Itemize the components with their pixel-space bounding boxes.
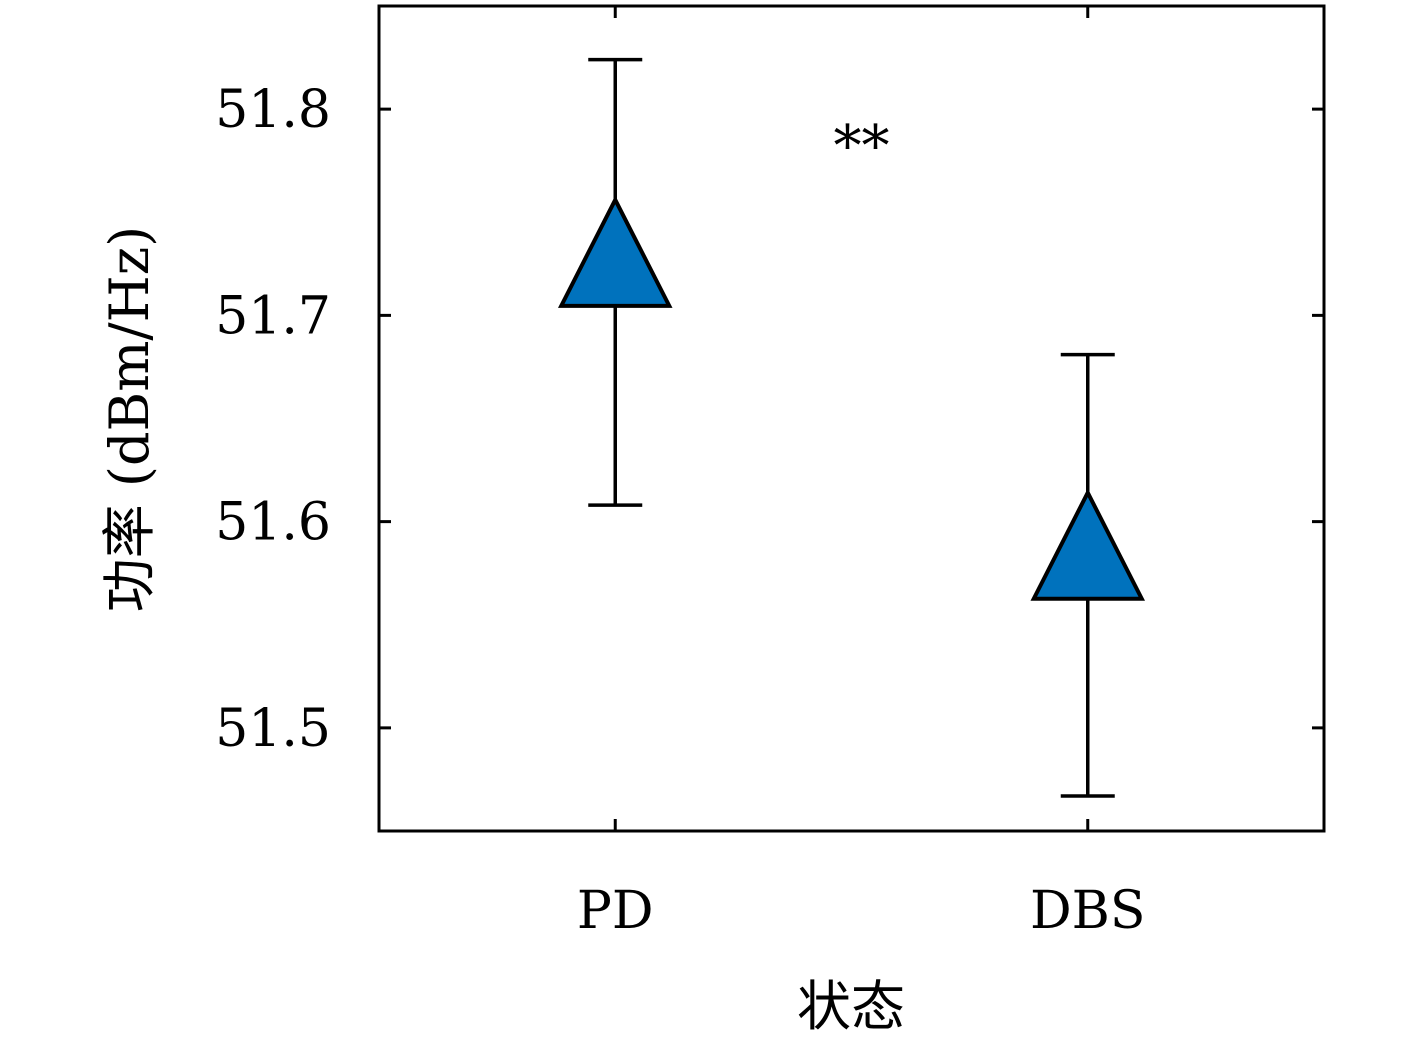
y-tick-label: 51.5 bbox=[215, 699, 331, 759]
y-axis-label: 功率 (dBm/Hz) bbox=[98, 226, 161, 613]
plot-frame bbox=[377, 4, 1326, 833]
x-axis: PD DBS bbox=[577, 6, 1146, 941]
y-axis: 51.5 51.6 51.7 51.8 bbox=[215, 80, 1324, 759]
y-tick-label: 51.7 bbox=[215, 286, 331, 346]
data-point-marker bbox=[557, 195, 673, 308]
x-axis-label: 状态 bbox=[797, 975, 905, 1038]
data-marks bbox=[557, 57, 1146, 798]
significance-annotation: ** bbox=[834, 114, 890, 179]
x-tick-label: DBS bbox=[1030, 881, 1146, 941]
y-tick-label: 51.8 bbox=[215, 80, 331, 140]
x-tick-label: PD bbox=[577, 881, 654, 941]
data-point-marker bbox=[1030, 488, 1146, 601]
y-tick-label: 51.6 bbox=[215, 493, 331, 553]
